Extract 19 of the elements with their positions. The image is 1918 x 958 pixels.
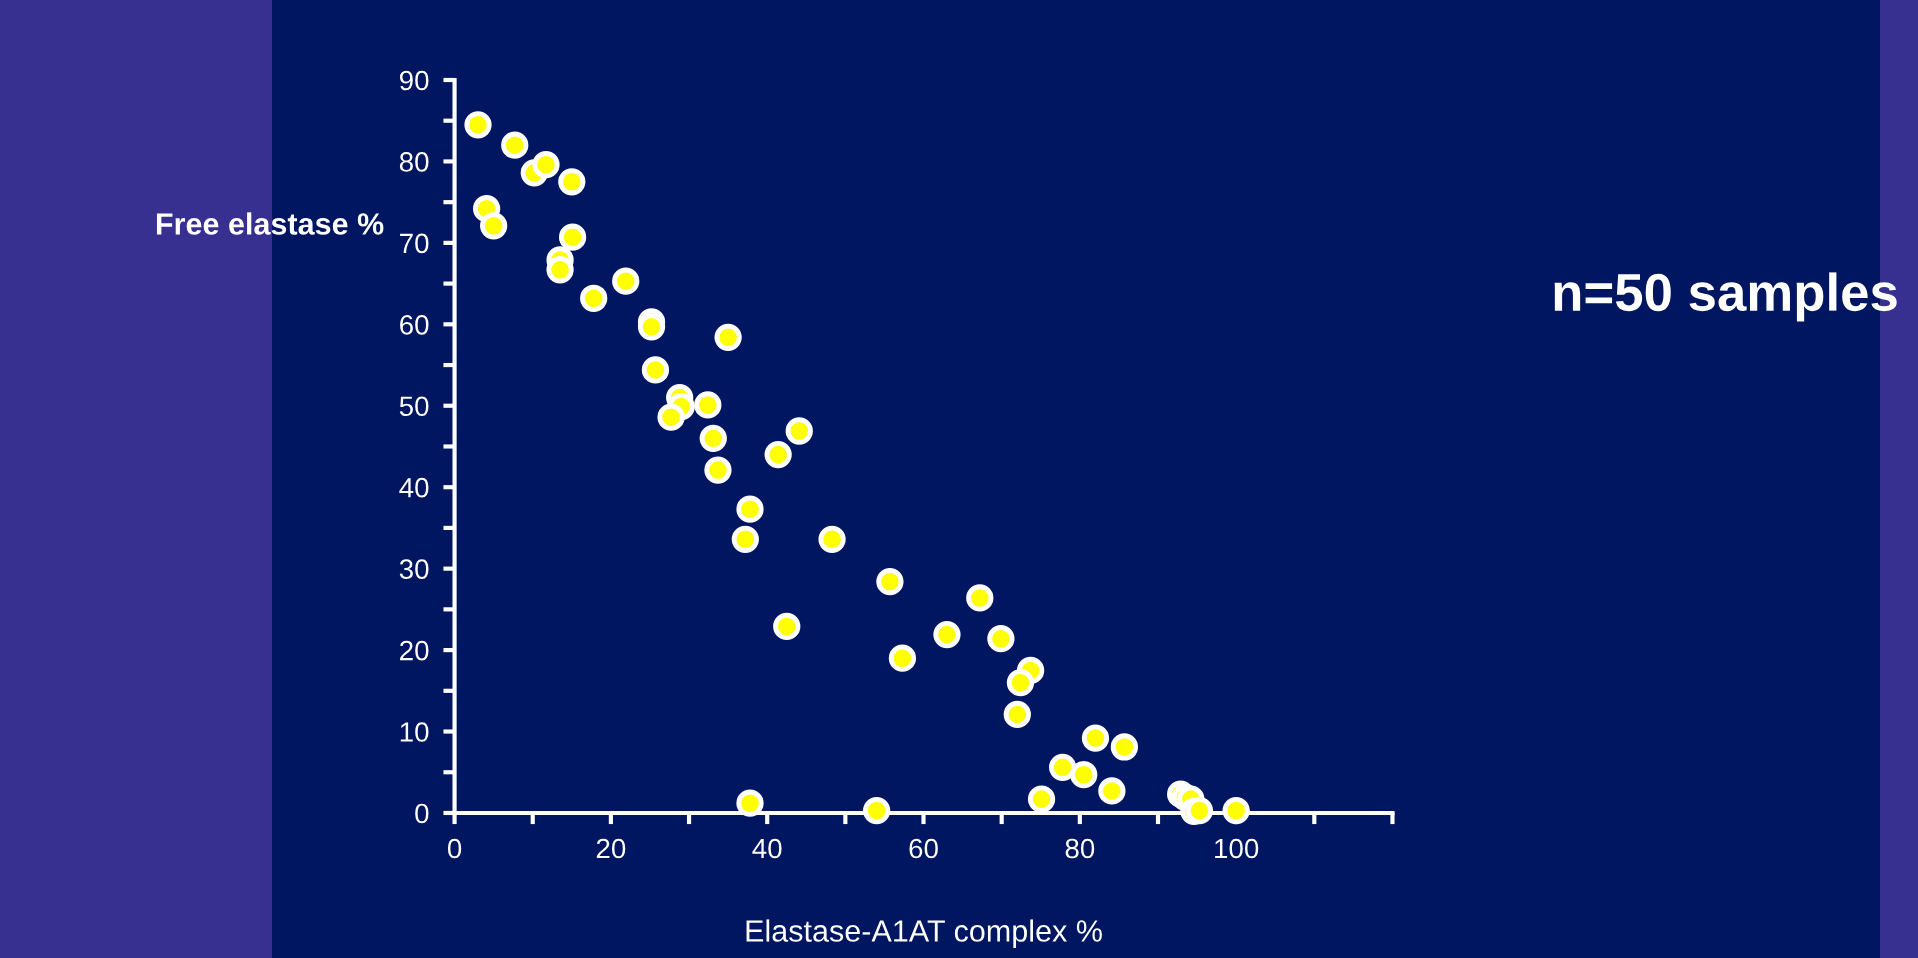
x-tick-label: 100	[1215, 838, 1259, 859]
x-tick-label: 0	[447, 838, 462, 859]
x-axis-title: Elastase-A1AT complex %	[746, 919, 1102, 948]
y-tick-label: 20	[400, 640, 429, 661]
y-tick-label: 80	[399, 152, 429, 172]
y-tick-label: 0	[415, 803, 429, 824]
x-tick-label: 80	[1065, 838, 1095, 859]
x-tick-label: 60	[909, 838, 938, 859]
y-tick-label: 40	[399, 477, 429, 498]
x-tick-label: 20	[596, 838, 626, 859]
x-tick-label: 40	[752, 838, 782, 859]
text: n=50 samples	[1554, 272, 1897, 322]
y-tick-label: 60	[400, 314, 429, 335]
y-axis-title: Free elastase %	[156, 212, 384, 235]
y-tick-label: 70	[400, 233, 429, 254]
y-tick-label: 30	[399, 559, 429, 579]
y-tick-label: 50	[399, 396, 429, 417]
y-tick-label: 10	[400, 722, 429, 742]
y-tick-label: 90	[399, 70, 429, 91]
